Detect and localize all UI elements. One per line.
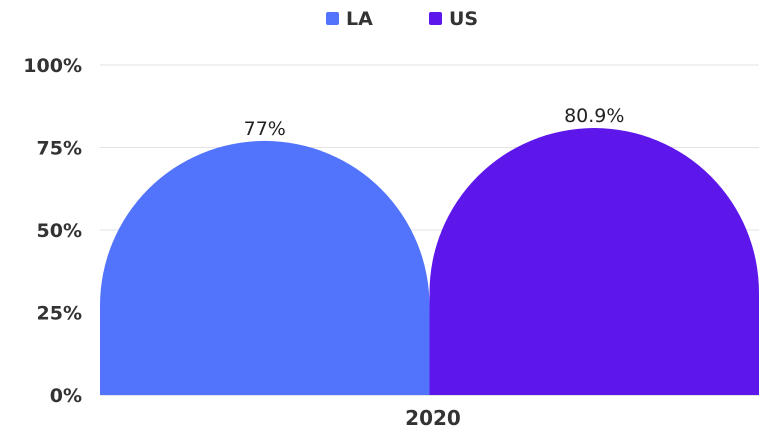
legend-item-us[interactable]: US [429, 8, 478, 30]
bars [100, 128, 759, 395]
data-label-us: 80.9% [564, 105, 624, 127]
bar-us [430, 128, 759, 395]
y-axis: 0% 25% 50% 75% 100% [23, 55, 82, 407]
x-tick-label: 2020 [405, 406, 461, 430]
legend-label-us: US [449, 8, 478, 30]
legend-swatch-la [326, 12, 339, 25]
y-tick-label: 75% [37, 138, 82, 160]
x-axis: 2020 [405, 406, 461, 430]
legend: LA US [326, 8, 478, 30]
y-tick-label: 25% [37, 303, 82, 325]
data-label-la: 77% [244, 118, 286, 140]
y-tick-label: 0% [50, 385, 82, 407]
y-tick-label: 100% [23, 55, 82, 77]
legend-item-la[interactable]: LA [326, 8, 373, 30]
bar-la [100, 141, 430, 395]
legend-label-la: LA [346, 8, 373, 30]
y-tick-label: 50% [37, 220, 82, 242]
legend-swatch-us [429, 12, 442, 25]
